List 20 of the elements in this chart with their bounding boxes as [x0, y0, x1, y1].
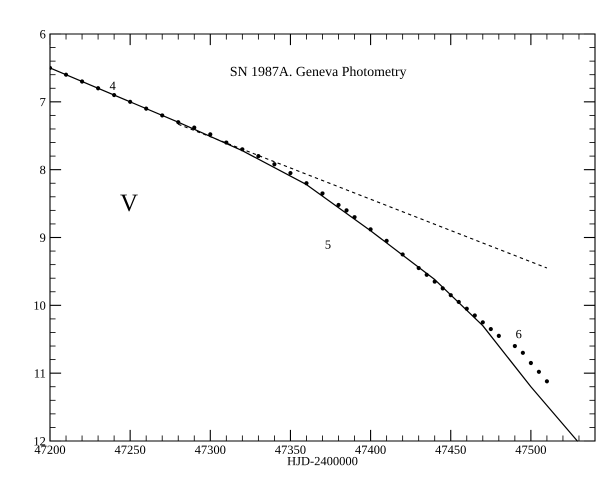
- x-axis-title: HJD-2400000: [287, 456, 358, 466]
- y-tick-label: 11: [34, 369, 46, 378]
- y-tick-label: 8: [40, 166, 46, 174]
- x-tick-label: 47400: [355, 446, 386, 454]
- x-tick-label: 47250: [114, 446, 146, 454]
- annotation: 6: [516, 330, 522, 338]
- annotation: 4: [110, 82, 116, 90]
- x-tick-label: 47450: [435, 446, 466, 454]
- x-tick-label: 47300: [194, 446, 226, 454]
- x-tick-label: 47200: [34, 446, 66, 454]
- annotation: 5: [326, 240, 331, 249]
- x-tick-label: 47350: [275, 446, 306, 454]
- y-tick-label: 6: [40, 30, 46, 38]
- y-tick-label: 10: [34, 301, 46, 310]
- y-tick-label: 12: [34, 437, 46, 446]
- x-tick-label: 47500: [516, 446, 546, 454]
- annotation: V: [120, 194, 138, 212]
- text: SN 1987A. Geneva Photometry: [230, 66, 406, 79]
- y-tick-label: 7: [40, 98, 46, 106]
- y-tick-label: 9: [40, 234, 46, 242]
